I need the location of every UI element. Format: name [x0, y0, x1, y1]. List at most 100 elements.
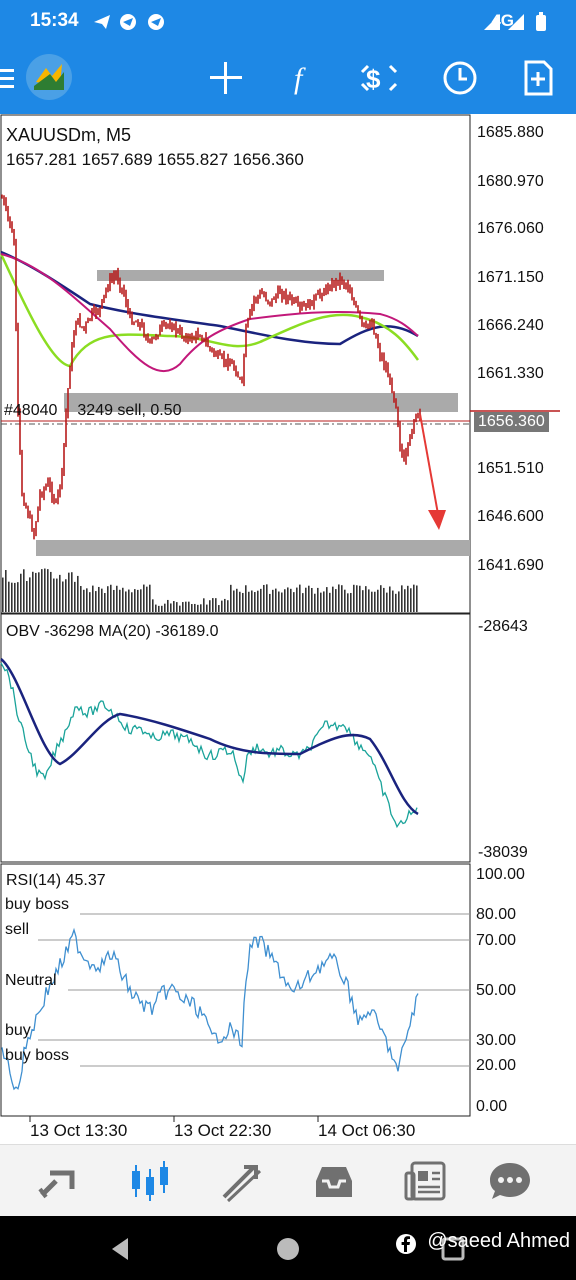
function-icon[interactable]: f — [282, 58, 322, 98]
volume-bar — [302, 593, 304, 612]
new-order-icon[interactable] — [518, 58, 558, 98]
obv-ma-line — [0, 658, 419, 816]
current-price-badge: 1656.360 — [474, 412, 549, 432]
resistance-zone[interactable] — [97, 270, 384, 281]
volume-bar — [365, 586, 367, 612]
back-icon[interactable] — [106, 1234, 136, 1264]
svg-text:f: f — [294, 62, 306, 95]
volume-bar — [38, 572, 40, 612]
volume-bar — [116, 585, 118, 612]
svg-text:$: $ — [366, 64, 381, 94]
volume-bar — [167, 599, 169, 612]
status-bar: 15:34 4G — [0, 0, 576, 42]
price-tick: 1685.880 — [477, 124, 544, 141]
volume-bar — [158, 605, 160, 612]
volume-bar — [149, 584, 151, 612]
entry-zone[interactable] — [64, 393, 458, 412]
volume-bar — [146, 586, 148, 612]
volume-bar — [98, 586, 100, 612]
volume-bar — [209, 600, 211, 612]
volume-bar — [350, 592, 352, 612]
trade-icon[interactable]: $ — [360, 58, 400, 98]
volume-bar — [293, 592, 295, 612]
chart-area[interactable]: XAUUSDm, M5 1657.281 1657.689 1655.827 1… — [0, 114, 576, 1144]
volume-bar — [407, 585, 409, 612]
clock-icon[interactable] — [440, 58, 480, 98]
volume-bar — [92, 585, 94, 612]
volume-bar — [170, 603, 172, 612]
volume-bar — [2, 577, 4, 612]
volume-bar — [254, 592, 256, 612]
volume-bar — [227, 600, 229, 612]
volume-bar — [131, 592, 133, 612]
price-tick: 1671.150 — [477, 269, 544, 286]
volume-bar — [236, 588, 238, 612]
rsi-tick: 0.00 — [476, 1098, 508, 1115]
volume-bar — [14, 582, 16, 612]
volume-bar — [41, 569, 43, 612]
volume-bar — [392, 590, 394, 612]
volume-bar — [251, 590, 253, 612]
news-icon[interactable] — [404, 1159, 448, 1203]
volume-bar — [23, 569, 25, 612]
volume-bar — [200, 604, 202, 612]
chart-icon[interactable] — [128, 1159, 172, 1203]
volume-bar — [371, 591, 373, 612]
notification-icons — [94, 14, 164, 30]
volume-bar — [86, 588, 88, 612]
rsi-tick: 100.00 — [476, 866, 525, 883]
menu-icon[interactable] — [0, 58, 18, 98]
chat-icon[interactable] — [488, 1159, 532, 1203]
order-label[interactable]: #48040 3249 sell, 0.50 — [4, 402, 181, 420]
toolbar: f $ — [0, 42, 576, 114]
trade-icon[interactable] — [220, 1159, 264, 1203]
volume-bar — [161, 605, 163, 612]
obv-line — [0, 662, 418, 829]
quotes-icon[interactable] — [36, 1159, 80, 1203]
volume-bar — [338, 584, 340, 612]
volume-bar — [182, 602, 184, 612]
chart-canvas[interactable] — [0, 114, 576, 1144]
volume-bar — [260, 588, 262, 612]
volume-bar — [155, 604, 157, 612]
volume-bar — [233, 590, 235, 612]
volume-bar — [29, 577, 31, 612]
price-tick: 1641.690 — [477, 557, 544, 574]
volume-bar — [263, 584, 265, 612]
order-label-tail: 3249 sell, 0.50 — [77, 402, 182, 419]
volume-bar — [296, 587, 298, 612]
rsi-tick: 70.00 — [476, 932, 517, 949]
volume-bar — [164, 603, 166, 612]
volume-bar — [176, 602, 178, 612]
sell-arrow-line — [419, 413, 439, 515]
recents-icon[interactable] — [440, 1236, 466, 1262]
volume-bar — [224, 598, 226, 612]
metatrader-logo[interactable] — [24, 52, 74, 102]
volume-bar — [230, 584, 232, 612]
volume-bar — [20, 573, 22, 612]
time-label: 14 Oct 06:30 — [318, 1121, 416, 1140]
price-candles — [1, 194, 421, 540]
volume-bar — [113, 589, 115, 612]
volume-bar — [299, 584, 301, 612]
history-icon[interactable] — [312, 1159, 356, 1203]
home-icon[interactable] — [275, 1236, 301, 1262]
volume-bar — [239, 591, 241, 612]
signal-battery-icons — [484, 12, 546, 31]
volume-bar — [17, 582, 19, 612]
volume-bar — [374, 591, 376, 612]
volume-bar — [356, 585, 358, 612]
volume-bar — [386, 592, 388, 612]
ohlc-label: 1657.281 1657.689 1655.827 1656.360 — [6, 150, 304, 169]
volume-bar — [125, 591, 127, 612]
volume-bar — [248, 591, 250, 612]
obv-title: OBV -36298 MA(20) -36189.0 — [6, 623, 219, 640]
price-tick: 1661.330 — [477, 365, 544, 382]
crosshair-icon[interactable] — [206, 58, 246, 98]
obv-panel-frame — [0, 613, 471, 863]
volume-bar — [353, 584, 355, 612]
price-tick: 1680.970 — [477, 173, 544, 190]
support-zone[interactable] — [36, 540, 470, 556]
rsi-tick: 30.00 — [476, 1032, 517, 1049]
volume-bar — [110, 584, 112, 612]
